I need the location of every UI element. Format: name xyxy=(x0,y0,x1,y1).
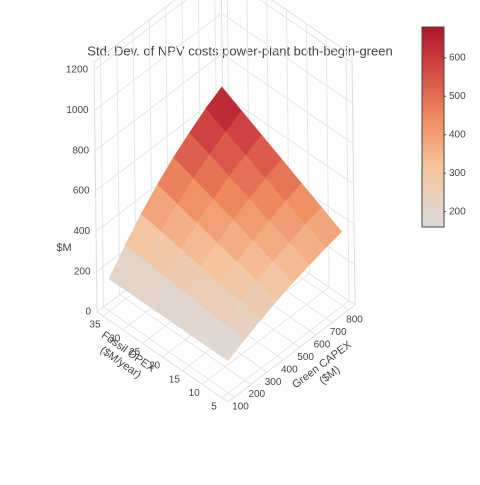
surface-patch xyxy=(207,323,245,362)
colorbar xyxy=(421,26,445,228)
x-tick-label: 200 xyxy=(248,389,265,400)
z-grid-line xyxy=(94,53,223,152)
x-tick-label: 100 xyxy=(232,402,249,413)
colorbar-tick-label: 400 xyxy=(449,129,466,140)
box-edge xyxy=(351,54,356,306)
z-tick-label: 0 xyxy=(85,307,91,318)
box-edge xyxy=(227,304,356,403)
y-grid-line xyxy=(221,300,350,399)
x-tick-label: 500 xyxy=(297,352,314,363)
z-grid-line xyxy=(94,12,222,111)
x-tick-label: 600 xyxy=(314,339,331,350)
x-tick-label: 400 xyxy=(281,364,298,375)
y-tick-label: 30 xyxy=(109,333,121,344)
y-tick-label: 20 xyxy=(149,361,161,372)
y-grid-line xyxy=(325,37,330,288)
x-tick-label: 800 xyxy=(346,315,363,326)
x-tick-label: 300 xyxy=(265,377,282,388)
colorbar-tick-label: 200 xyxy=(449,206,466,217)
colorbar-tick-label: 300 xyxy=(449,168,466,179)
x-tick-label: 700 xyxy=(330,327,347,338)
y-grid-line xyxy=(345,50,350,301)
y-tick-label: 15 xyxy=(169,374,181,385)
z-tick-label: 1200 xyxy=(66,65,89,76)
y-tick-label: 10 xyxy=(189,388,201,399)
y-grid-line xyxy=(201,286,330,385)
z-tick-label: 400 xyxy=(73,226,90,237)
y-tick-label: 35 xyxy=(89,320,101,331)
y-tick-label: 25 xyxy=(129,347,141,358)
z-tick-label: 600 xyxy=(73,186,90,197)
colorbar-tick-label: 600 xyxy=(449,52,466,63)
colorbar-tick-label: 500 xyxy=(449,91,466,102)
box-edge xyxy=(93,61,98,313)
x-grid-line xyxy=(116,44,121,295)
z-grid-line xyxy=(95,93,223,192)
z-tick-label: 800 xyxy=(72,145,89,156)
z-tick-label: 1000 xyxy=(66,105,89,116)
z-grid-line xyxy=(93,0,187,71)
z-axis-title: $M xyxy=(56,242,71,254)
chart-title: Std. Dev. of NPV costs power-plant both-… xyxy=(87,43,392,58)
z-tick-label: 200 xyxy=(74,266,91,277)
y-tick-label: 5 xyxy=(211,402,217,413)
box-edge xyxy=(93,0,176,63)
x-grid-line xyxy=(100,57,105,308)
